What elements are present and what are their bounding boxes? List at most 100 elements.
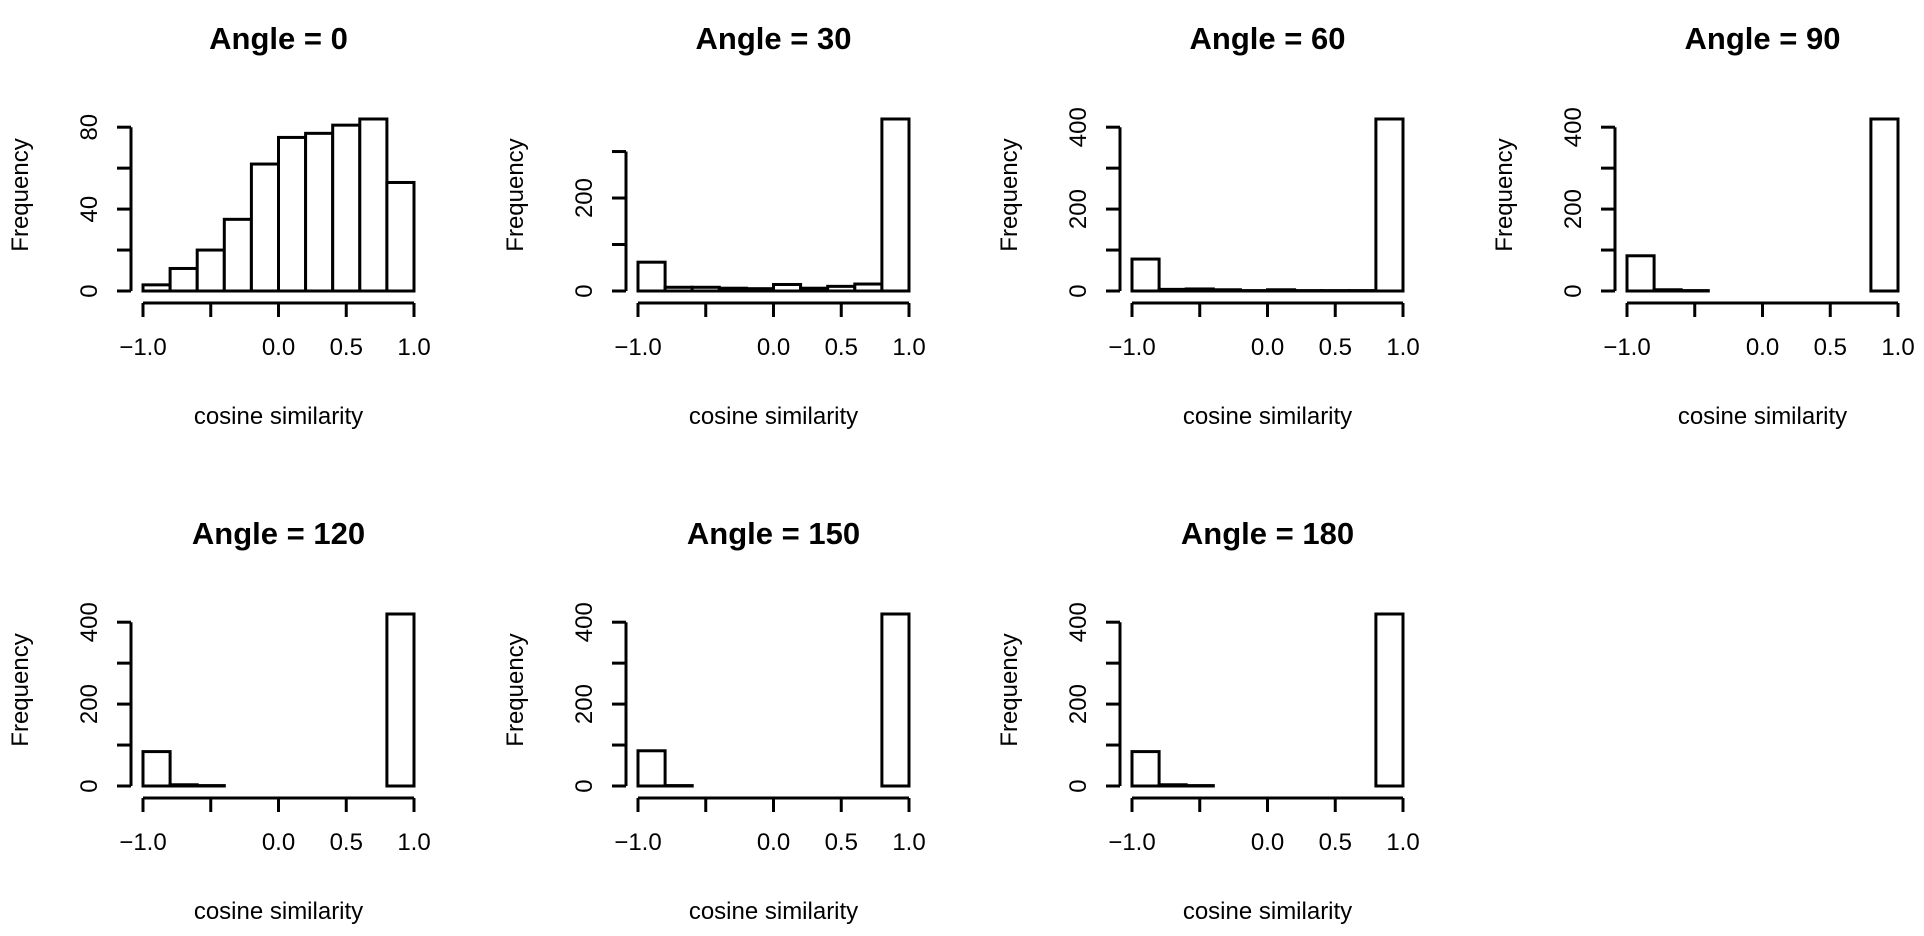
x-axis-label: cosine similarity [1678,403,1847,430]
histogram-bar [195,248,226,293]
x-axis-label: cosine similarity [689,403,858,430]
histogram-bar [385,612,416,788]
x-tick-label: −1.0 [614,334,661,361]
histogram-bar [1869,117,1900,293]
y-tick-label: 200 [76,684,103,724]
y-axis-label: Frequency [502,138,529,251]
histogram-bar [663,285,694,293]
histogram-bar [1157,783,1188,788]
y-axis-label: Frequency [996,633,1023,746]
y-tick-label: 0 [76,779,103,792]
y-tick-label: 400 [1065,107,1092,147]
histogram-bar [168,783,199,788]
histogram-bar [772,282,803,293]
histogram-bar [853,282,884,293]
histogram-bar [717,286,748,293]
x-tick-label: 1.0 [1386,334,1419,361]
x-tick-label: −1.0 [1603,334,1650,361]
x-axis-label: cosine similarity [1183,403,1352,430]
histogram-bar [1130,750,1161,788]
y-tick-label: 0 [571,284,598,297]
x-tick-label: 0.5 [1319,829,1352,856]
x-axis-label: cosine similarity [689,898,858,925]
y-tick-label: 400 [571,602,598,642]
y-tick-label: 40 [76,196,103,223]
x-axis-label: cosine similarity [194,403,363,430]
x-tick-label: 0.5 [825,334,858,361]
x-axis-label: cosine similarity [1183,898,1352,925]
x-tick-label: −1.0 [119,334,166,361]
histogram-bar [690,285,721,293]
x-tick-label: 0.5 [1319,334,1352,361]
x-tick-label: 1.0 [1386,829,1419,856]
y-axis-label: Frequency [7,633,34,746]
histogram-bar [304,131,335,293]
histogram-bar [826,284,857,293]
histogram-bar [168,266,199,293]
histogram-panel-angle-30: Angle = 30 −1.0 0.0 0.5 1.0 0 200 cosine simila… [502,21,926,430]
y-axis-label: Frequency [7,138,34,251]
histogram-bar [385,180,416,293]
x-tick-label: 0.0 [1251,334,1284,361]
histogram-bar [141,283,172,293]
histogram-bar [1374,117,1405,293]
x-tick-label: 1.0 [892,334,925,361]
y-tick-label: 0 [1065,779,1092,792]
x-tick-label: 1.0 [397,334,430,361]
x-tick-label: −1.0 [119,829,166,856]
y-tick-label: 200 [1560,189,1587,229]
histogram-bar [636,260,667,293]
y-tick-label: 400 [1560,107,1587,147]
histogram-bar [1157,287,1188,293]
y-tick-label: 400 [1065,602,1092,642]
histogram-bar [636,749,667,788]
y-tick-label: 400 [76,602,103,642]
histogram-panel-angle-180: Angle = 180 −1.0 0.0 0.5 1.0 0 200 400 cosine si… [996,516,1420,925]
histogram-bar [222,217,253,293]
histogram-bar [358,117,389,293]
histogram-bar [1266,288,1297,293]
y-tick-label: 200 [571,684,598,724]
panel-title: Angle = 150 [687,516,860,551]
x-axis-label: cosine similarity [194,898,363,925]
histogram-bar [1652,288,1683,293]
histogram-bar [1374,612,1405,788]
y-axis-label: Frequency [502,633,529,746]
histogram-bar [880,612,911,788]
x-tick-label: 0.5 [330,829,363,856]
histogram-panel-angle-90: Angle = 90 −1.0 0.0 0.5 1.0 0 200 400 cosine sim… [1491,21,1915,430]
y-axis-label: Frequency [996,138,1023,251]
histogram-bar [277,135,308,293]
x-tick-label: 0.0 [1746,334,1779,361]
histogram-bar [1625,254,1656,293]
panel-title: Angle = 60 [1190,21,1346,56]
y-tick-label: 0 [1560,284,1587,297]
x-tick-label: 1.0 [397,829,430,856]
histogram-bar [141,750,172,788]
histogram-bar [249,162,280,293]
histogram-bar [1184,287,1215,293]
x-tick-label: 0.5 [1814,334,1847,361]
y-tick-label: 200 [1065,684,1092,724]
panel-title: Angle = 180 [1181,516,1354,551]
x-tick-label: −1.0 [1108,334,1155,361]
x-tick-label: 1.0 [1881,334,1914,361]
x-tick-label: 0.0 [757,334,790,361]
histogram-bar [744,287,776,293]
histogram-bar [880,117,911,293]
x-tick-label: 0.5 [330,334,363,361]
histogram-bar [799,286,830,293]
y-tick-label: 0 [76,284,103,297]
x-tick-label: −1.0 [1108,829,1155,856]
x-tick-label: 0.0 [757,829,790,856]
histogram-panel-angle-150: Angle = 150 −1.0 0.0 0.5 1.0 0 200 400 cosine si… [502,516,926,925]
histogram-bar [1130,257,1161,293]
y-tick-label: 0 [571,779,598,792]
x-tick-label: 0.0 [1251,829,1284,856]
y-tick-label: 200 [1065,189,1092,229]
y-tick-label: 0 [1065,284,1092,297]
panel-title: Angle = 90 [1685,21,1841,56]
x-tick-label: 1.0 [892,829,925,856]
x-tick-label: 0.0 [262,829,295,856]
